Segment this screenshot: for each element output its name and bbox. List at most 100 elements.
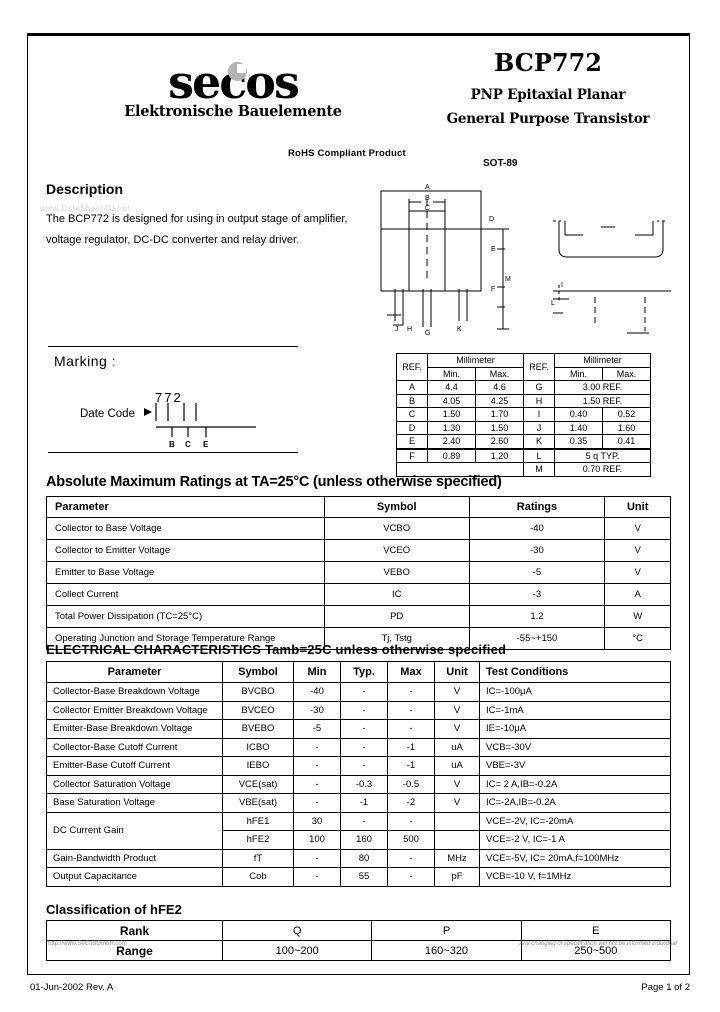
dim-max-header-right: Max.: [602, 366, 651, 381]
dim-max: 1.70: [475, 407, 524, 422]
ec-symbol: IEBO: [222, 756, 294, 776]
dim-max: 1.20: [475, 448, 524, 463]
footer-url[interactable]: http://www.SeCoSGmbH.com: [48, 941, 127, 947]
abs-max-unit: V: [604, 561, 671, 584]
table-row: Collector-Base Cutoff Current ICBO - - -…: [46, 737, 671, 757]
ec-max: -2: [387, 793, 435, 813]
classification-rank: E: [520, 920, 672, 941]
ec-parameter: DC Current Gain: [46, 811, 223, 850]
svg-text:D: D: [489, 216, 494, 223]
dim-ref: J: [523, 420, 555, 435]
ec-max: -0.5: [387, 774, 435, 794]
dimension-row: F 0.89 1.20 L 5 q TYP.: [396, 448, 651, 463]
abs-max-rating: -3: [468, 583, 606, 606]
dimension-row: C 1.50 1.70 I 0.40 0.52: [396, 407, 651, 422]
ec-col-conditions: Test Conditions: [479, 661, 671, 683]
ec-parameter: Emitter-Base Cutoff Current: [46, 756, 223, 776]
abs-max-unit: A: [604, 583, 671, 606]
dim-ref: D: [396, 420, 428, 435]
ec-parameter: Gain-Bandwidth Product: [46, 848, 223, 868]
description-line-1: The BCP772 is designed for using in outp…: [46, 213, 348, 225]
abs-max-title: Absolute Maximum Ratings at TA=25°C (unl…: [46, 474, 502, 490]
ec-symbol: hFE2: [222, 830, 294, 850]
table-row: Collector to Emitter Voltage VCEO -30 V: [46, 539, 671, 562]
ec-unit: V: [434, 682, 480, 702]
dimension-row-last: M 0.70 REF.: [396, 462, 651, 477]
ec-max: 500: [387, 830, 435, 850]
abs-max-symbol: IC: [323, 583, 470, 606]
ec-col-min: Min: [293, 661, 341, 683]
ec-typ: 80: [340, 848, 388, 868]
logo-circle-icon: [228, 62, 248, 81]
abs-max-rating: -30: [468, 539, 606, 562]
dim-max: 1.60: [602, 420, 651, 435]
footer-revision-date: 01-Jun-2002 Rev. A: [30, 982, 114, 993]
ec-condition: IC=-2A,IB=-0.2A: [479, 793, 671, 813]
abs-max-table: Parameter Symbol Ratings Unit Collector …: [46, 496, 671, 650]
ec-condition: VCB=-30V: [479, 737, 671, 757]
ec-min: -: [293, 848, 341, 868]
ec-parameter: Collector Saturation Voltage: [46, 774, 223, 794]
logo-wordmark: secos: [168, 59, 300, 105]
abs-max-parameter: Operating Junction and Storage Temperatu…: [46, 627, 325, 650]
dim-min: 1.30: [427, 420, 476, 435]
ec-condition: VCE=-2V, IC=-20mA: [479, 811, 671, 831]
dim-span: 5 q TYP.: [554, 448, 651, 463]
footer-notice: Any changing of specification will not b…: [519, 941, 677, 947]
abs-max-header-row: Parameter Symbol Ratings Unit: [46, 496, 671, 518]
svg-text:H: H: [407, 326, 412, 333]
dim-min: 2.40: [427, 434, 476, 450]
classification-table: Rank Q P E Range 100~200 160~320 250~500: [46, 920, 672, 961]
marking-arrow-icon: [144, 408, 152, 416]
dimension-table: REF. Millimeter REF. Millimeter Min. Max…: [396, 353, 651, 477]
ec-symbol: hFE1: [222, 811, 294, 831]
watermark-text: www.DataSheet4U.net: [40, 204, 130, 213]
ec-typ: -1: [340, 793, 388, 813]
ec-symbol: VBE(sat): [222, 793, 294, 813]
ec-col-symbol: Symbol: [222, 661, 294, 683]
ec-min: 30: [293, 811, 341, 831]
ec-symbol: BVCEO: [222, 700, 294, 720]
dim-max: 1.50: [475, 420, 524, 435]
table-row: Collector Saturation Voltage VCE(sat) - …: [46, 774, 671, 794]
dim-min: 4.4: [427, 380, 476, 395]
abs-max-rating: -55~+150: [468, 627, 606, 650]
package-drawing-svg: A B C D M E F H G J K: [380, 184, 671, 337]
table-row: Total Power Dissipation (TC=25°C) PD 1.2…: [46, 605, 671, 628]
dimension-row: B 4.05 4.25 H 1.50 REF.: [396, 393, 651, 408]
ec-condition: VCE=-2 V, IC=-1 A: [479, 830, 671, 850]
ec-symbol: VCE(sat): [222, 774, 294, 794]
svg-text:A: A: [425, 184, 430, 191]
dim-ref: M: [523, 462, 555, 477]
ec-typ: -0.3: [340, 774, 388, 794]
ec-min: -40: [293, 682, 341, 702]
dim-max-header-left: Max.: [475, 366, 524, 381]
ec-min: -: [293, 793, 341, 813]
dim-ref: I: [523, 407, 555, 422]
marking-title: Marking :: [54, 353, 117, 369]
abs-max-symbol: VEBO: [323, 561, 470, 584]
dim-max: 4.6: [475, 380, 524, 395]
abs-max-col-symbol: Symbol: [323, 496, 470, 518]
description-line-2: voltage regulator, DC-DC converter and r…: [46, 234, 300, 246]
dim-max: 2.60: [475, 434, 524, 450]
abs-max-col-ratings: Ratings: [468, 496, 606, 518]
dim-min: 1.40: [554, 420, 603, 435]
description-section: Description The BCP772 is designed for u…: [46, 181, 366, 251]
abs-max-symbol: VCBO: [323, 517, 470, 540]
ec-unit: V: [434, 719, 480, 739]
table-row: Collector-Base Breakdown Voltage BVCBO -…: [46, 682, 671, 702]
ec-min: -: [293, 756, 341, 776]
ec-max: -: [387, 700, 435, 720]
page-header: secos Elektronische Bauelemente BCP772 P…: [28, 36, 689, 169]
company-logo: secos Elektronische Bauelemente: [108, 59, 358, 120]
dim-ref: G: [523, 380, 555, 395]
dim-ref: E: [396, 434, 428, 450]
svg-text:E: E: [491, 246, 496, 253]
datasheet-page: secos Elektronische Bauelemente BCP772 P…: [27, 33, 690, 975]
footer-page-number: Page 1 of 2: [641, 982, 690, 993]
ec-condition: VCB=-10 V, f=1MHz: [479, 867, 671, 887]
ec-condition: VCE=-5V, IC= 20mA,f=100MHz: [479, 848, 671, 868]
classification-range: 250~500: [520, 940, 672, 961]
abs-max-unit: W: [604, 605, 671, 628]
